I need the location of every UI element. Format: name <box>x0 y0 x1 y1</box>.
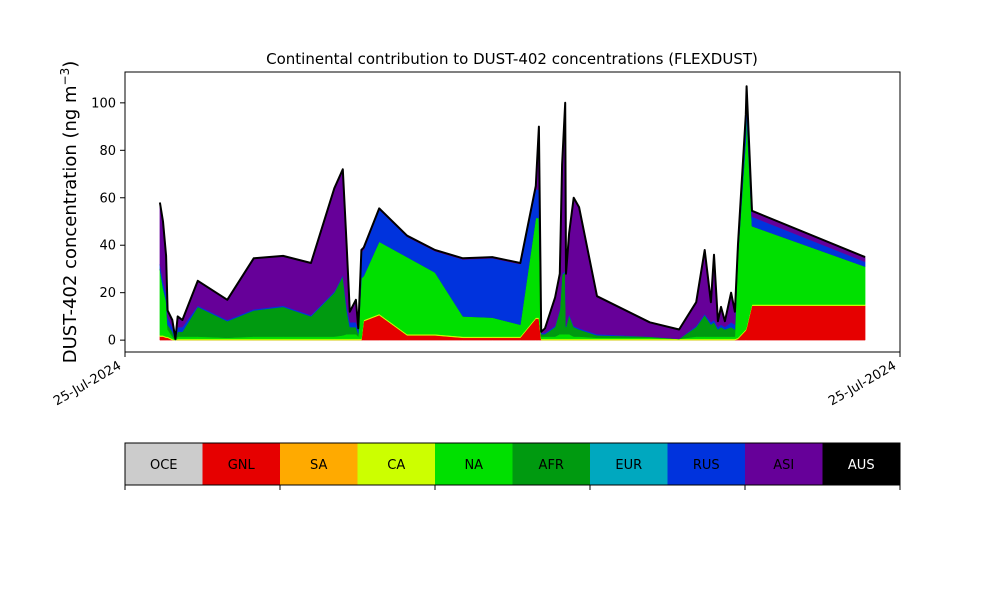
x-tick-label: 25-Jul-2024 <box>51 358 124 409</box>
colorbar-swatch-aus <box>822 443 901 485</box>
x-axis: 25-Jul-2024 25-Jul-2024 <box>51 352 901 409</box>
y-axis-label: DUST-402 concentration (ng m−3) <box>58 61 81 364</box>
y-tick-label: 20 <box>99 286 116 301</box>
colorbar-label: EUR <box>615 458 642 473</box>
y-tick-label: 100 <box>91 96 116 111</box>
y-tick-label: 80 <box>99 144 116 159</box>
colorbar-swatch-ca <box>357 443 436 485</box>
colorbar-swatch-na <box>435 443 513 485</box>
plot-area <box>158 85 866 341</box>
total-line <box>158 85 866 340</box>
colorbar-label: RUS <box>693 458 720 473</box>
y-tick-label: 0 <box>108 334 116 349</box>
colorbar-swatch-gnl <box>202 443 281 485</box>
x-tick-label: 25-Jul-2024 <box>826 358 899 409</box>
colorbar-swatch-eur <box>590 443 668 485</box>
colorbar-label: SA <box>310 458 327 473</box>
colorbar-label: AFR <box>539 458 564 473</box>
colorbar-swatch-rus <box>667 443 746 485</box>
colorbar-label: CA <box>387 458 405 473</box>
colorbar-swatch-oce <box>125 443 203 485</box>
chart-title: Continental contribution to DUST-402 con… <box>266 50 758 68</box>
colorbar-legend: OCE GNL SA CA NA AFR EUR RUS ASI AUS <box>124 442 901 490</box>
y-axis: 0 20 40 60 80 100 <box>91 96 125 349</box>
colorbar-swatch-asi <box>745 443 823 485</box>
colorbar-swatch-afr <box>512 443 591 485</box>
colorbar-label: NA <box>464 458 483 473</box>
colorbar-label: AUS <box>848 458 875 473</box>
axes-frame <box>124 71 901 353</box>
colorbar-label: ASI <box>773 458 794 473</box>
colorbar-label: OCE <box>150 458 178 473</box>
colorbar-frame <box>124 442 901 486</box>
y-tick-label: 60 <box>99 191 116 206</box>
colorbar-label: GNL <box>228 458 256 473</box>
colorbar-swatch-sa <box>280 443 358 485</box>
y-tick-label: 40 <box>99 239 116 254</box>
